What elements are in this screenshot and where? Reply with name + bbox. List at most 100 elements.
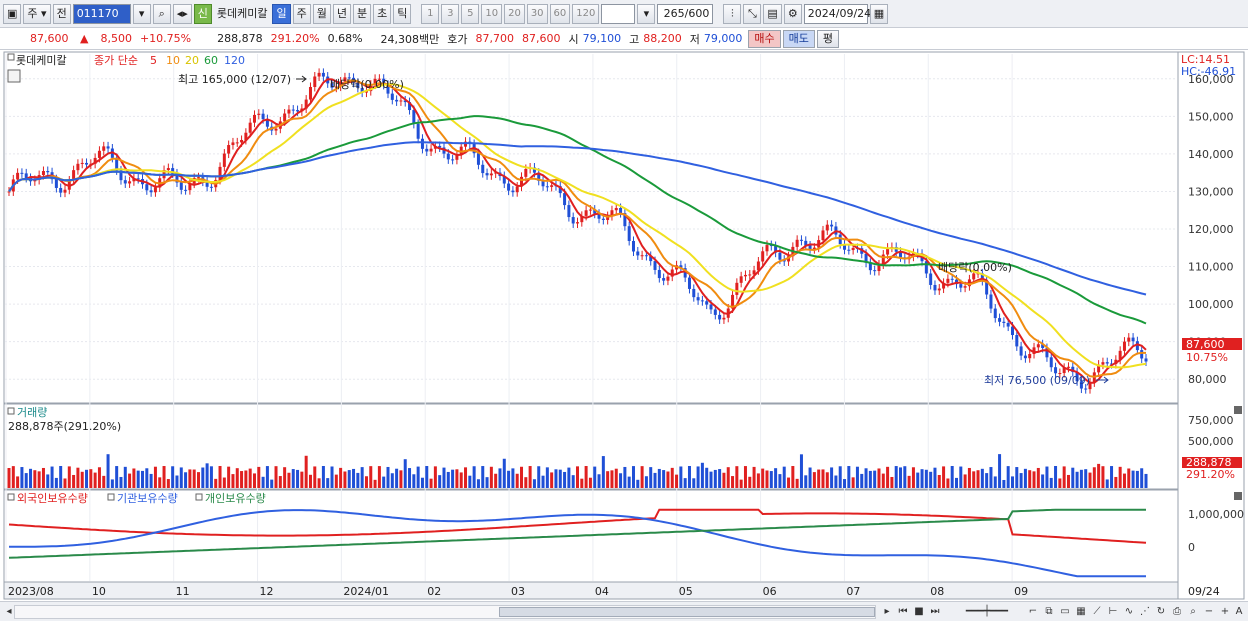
price-panel[interactable] <box>3 51 1179 404</box>
price-y-tick: 110,000 <box>1188 261 1234 274</box>
window-icon[interactable]: ▭ <box>1060 606 1070 617</box>
calendar-icon[interactable]: ▦ <box>869 3 889 24</box>
interval-60-button[interactable]: 60 <box>549 3 571 24</box>
candle-body <box>296 110 300 112</box>
candle-body <box>132 178 136 182</box>
volume-bar <box>838 466 842 488</box>
period-day-button[interactable]: 일 <box>272 3 291 24</box>
ma-line-10 <box>8 79 1146 378</box>
volume-bar <box>950 466 954 488</box>
volume-bar <box>63 478 67 488</box>
stock-dropdown-button[interactable]: ▾ <box>132 3 151 24</box>
candle-body <box>1127 337 1131 342</box>
volume-bar <box>128 473 132 488</box>
zoom-slider[interactable]: ━━━┿━━━ <box>965 606 1009 617</box>
prev-button[interactable]: 전 <box>52 3 71 24</box>
zoom-in-icon[interactable]: + <box>1220 606 1230 617</box>
candle-body <box>735 282 739 295</box>
measure-icon[interactable]: ⊢ <box>1108 606 1118 617</box>
interval-dropdown-button[interactable]: ▾ <box>637 3 656 24</box>
candle-body <box>743 274 747 277</box>
volume-bar <box>296 469 300 488</box>
eval-button[interactable]: 평 <box>816 29 840 48</box>
volume-bar <box>72 474 76 488</box>
period-type-select[interactable]: 주 ▾ <box>23 3 51 24</box>
chart-toolbar: ▣ 주 ▾ 전 011170 ▾ ⌕ ◂▸ 신 롯데케미칼 일 주 월 년 분 … <box>0 0 1248 28</box>
draw-tool-icon[interactable]: ⤡ <box>743 3 762 24</box>
volume-bar <box>855 466 859 488</box>
period-week-button[interactable]: 주 <box>292 3 311 24</box>
volume-bar <box>76 467 80 488</box>
bar-count-input[interactable]: 265/600 <box>657 3 714 24</box>
scroll-right-icon[interactable]: ▸ <box>884 606 890 617</box>
volume-bar <box>162 466 166 488</box>
volume-bar <box>412 474 416 488</box>
candle-body <box>929 273 933 285</box>
font-size-icon[interactable]: A <box>1235 606 1243 617</box>
period-second-button[interactable]: 초 <box>373 3 392 24</box>
holding-toggle-icon[interactable] <box>7 493 15 501</box>
gear-icon[interactable]: ⚙ <box>783 3 802 24</box>
volume-bar <box>24 473 28 488</box>
volume-toggle-icon[interactable] <box>7 407 15 415</box>
period-minute-button[interactable]: 분 <box>352 3 372 24</box>
chart-scroll-thumb[interactable] <box>499 607 875 617</box>
interval-5-button[interactable]: 5 <box>461 3 480 24</box>
interval-30-button[interactable]: 30 <box>526 3 548 24</box>
volume-close-icon[interactable] <box>1234 406 1242 414</box>
grid-icon[interactable]: ▦ <box>1076 606 1086 617</box>
search-icon[interactable]: ⌕ <box>152 3 171 24</box>
holding-close-icon[interactable] <box>1234 492 1242 500</box>
volume-bar <box>1071 467 1075 488</box>
chart-svg[interactable]: 160,000 150,000 140,000 130,000 120,000 110,0… <box>0 50 1248 601</box>
volume-bar <box>141 470 145 488</box>
scroll-left-icon[interactable]: ◂ <box>6 606 12 617</box>
interval-custom-input[interactable] <box>601 3 636 24</box>
speaker-icon[interactable]: ◂▸ <box>172 3 192 24</box>
save-icon[interactable]: ▤ <box>763 3 782 24</box>
turnover-ratio: 0.68% <box>327 32 363 45</box>
chart-scrollbar[interactable] <box>14 605 876 619</box>
layout-icon[interactable]: ▣ <box>3 3 22 24</box>
period-tick-button[interactable]: 틱 <box>393 3 412 24</box>
stock-code-input[interactable]: 011170 <box>72 3 131 24</box>
buy-button[interactable]: 매수 <box>748 29 781 48</box>
volume-bar <box>550 472 554 488</box>
table-icon[interactable] <box>7 69 21 83</box>
candle-body <box>205 181 209 187</box>
date-input[interactable]: 2024/09/24 <box>803 3 871 24</box>
wave-icon[interactable]: ∿ <box>1124 606 1134 617</box>
x-tick-label: 07 <box>846 585 860 598</box>
trend-icon[interactable]: ⋰ <box>1140 606 1150 617</box>
rewind-icon[interactable]: ⏮ <box>898 606 908 617</box>
low-price: 79,000 <box>703 32 743 45</box>
interval-120-button[interactable]: 120 <box>572 3 600 24</box>
forward-icon[interactable]: ⏭ <box>930 606 940 617</box>
volume-bar <box>464 467 468 488</box>
copy-icon[interactable]: ⧉ <box>1045 606 1053 617</box>
zoom-icon[interactable]: ⌕ <box>1190 606 1196 617</box>
interval-10-button[interactable]: 10 <box>481 3 503 24</box>
print-icon[interactable]: ⎙ <box>1173 606 1181 617</box>
candle-body <box>343 77 347 82</box>
panel-toggle-icon[interactable] <box>7 53 15 61</box>
ma-legend-5: 5 <box>150 54 157 67</box>
refresh-icon[interactable]: ↻ <box>1156 606 1166 617</box>
candle-settings-icon[interactable]: ⫶ <box>723 3 742 24</box>
new-badge[interactable]: 신 <box>193 3 212 24</box>
stop-icon[interactable]: ■ <box>914 606 924 617</box>
zoom-out-icon[interactable]: − <box>1204 606 1214 617</box>
period-year-button[interactable]: 년 <box>332 3 351 24</box>
period-month-button[interactable]: 월 <box>312 3 331 24</box>
interval-1-button[interactable]: 1 <box>421 3 440 24</box>
line-tool-icon[interactable]: ⟋ <box>1093 606 1101 617</box>
x-tick-label: 12 <box>260 585 274 598</box>
interval-3-button[interactable]: 3 <box>441 3 460 24</box>
volume-bar <box>1019 473 1023 488</box>
volume-bar <box>184 472 188 488</box>
interval-20-button[interactable]: 20 <box>504 3 525 24</box>
cursor-tool-icon[interactable]: ⌐ <box>1028 606 1038 617</box>
sell-button[interactable]: 매도 <box>782 29 815 48</box>
chart-area[interactable]: 160,000 150,000 140,000 130,000 120,000 110,0… <box>0 50 1248 601</box>
candle-body <box>731 294 735 309</box>
